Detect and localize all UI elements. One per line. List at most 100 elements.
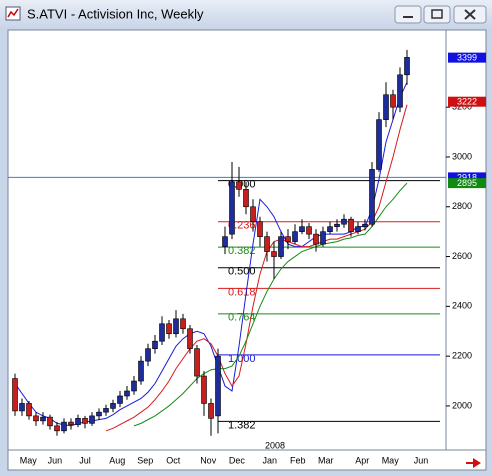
x-tick-label: Dec — [229, 455, 246, 465]
x-tick-label: Mar — [318, 455, 334, 465]
x-tick-label: May — [20, 455, 38, 465]
candle-body — [173, 318, 179, 335]
x-tick-label: Nov — [200, 455, 217, 465]
candle-body — [348, 218, 354, 232]
price-label-box — [448, 178, 486, 189]
price-label: 3222 — [457, 97, 477, 107]
x-tick-label: Jan — [263, 455, 278, 465]
price-axis — [445, 29, 487, 451]
candle-body — [96, 411, 102, 417]
candle-body — [33, 415, 39, 422]
time-axis — [7, 449, 487, 471]
candle-body — [124, 390, 130, 397]
candle-body — [54, 425, 60, 432]
candle-body — [208, 403, 214, 419]
candle-body — [47, 416, 53, 427]
candle-body — [327, 226, 333, 232]
candle-body — [306, 226, 312, 235]
x-tick-label: Jul — [79, 455, 91, 465]
y-tick-label: 2800 — [452, 201, 472, 211]
moving-average — [133, 182, 408, 427]
year-label: 2008 — [265, 440, 285, 450]
maximize-button[interactable] — [423, 5, 451, 24]
candle-body — [271, 251, 277, 257]
x-tick-label: Oct — [166, 455, 181, 465]
candle-body — [194, 348, 200, 377]
candle-body — [187, 328, 193, 349]
candle-body — [180, 318, 186, 330]
candle-body — [40, 416, 46, 422]
y-tick-label: 2000 — [452, 400, 472, 410]
candle-body — [397, 74, 403, 108]
candle-body — [166, 323, 172, 335]
fib-label: 0.382 — [228, 245, 256, 257]
price-label-box — [448, 52, 486, 63]
candle-body — [292, 231, 298, 242]
y-tick-label: 2600 — [452, 251, 472, 261]
price-label-box — [448, 96, 486, 107]
candle-body — [145, 348, 151, 362]
x-tick-label: Jun — [414, 455, 429, 465]
candle-body — [341, 218, 347, 225]
candle-body — [26, 403, 32, 417]
y-tick-label: 2400 — [452, 301, 472, 311]
x-tick-label: Jun — [48, 455, 63, 465]
fib-label: 0.500 — [228, 266, 256, 278]
candle-body — [19, 403, 25, 412]
candle-body — [215, 355, 221, 417]
x-tick-label: Apr — [355, 455, 369, 465]
candle-body — [362, 223, 368, 227]
price-label: 3399 — [457, 53, 477, 63]
candle-body — [236, 181, 242, 190]
fib-label: 0.618 — [228, 286, 256, 298]
candle-body — [383, 94, 389, 120]
candle-body — [320, 231, 326, 245]
candle-body — [313, 233, 319, 245]
candle-body — [12, 378, 18, 412]
price-label: 2895 — [457, 178, 477, 188]
minimize-button[interactable] — [394, 5, 422, 24]
x-tick-label: Sep — [137, 455, 153, 465]
candle-body — [355, 226, 361, 232]
x-tick-label: Aug — [109, 455, 125, 465]
y-tick-label: 2200 — [452, 351, 472, 361]
close-button[interactable] — [453, 5, 487, 24]
candle-body — [117, 395, 123, 404]
candle-body — [243, 189, 249, 208]
x-tick-label: Feb — [290, 455, 306, 465]
candle-body — [299, 226, 305, 232]
candle-body — [68, 421, 74, 425]
scroll-arrow[interactable] — [466, 458, 481, 468]
candle-body — [229, 181, 235, 235]
candle-body — [138, 360, 144, 382]
fib-label: 1.382 — [228, 419, 256, 431]
candle-body — [61, 421, 67, 432]
y-tick-label: 3000 — [452, 151, 472, 161]
candle-body — [369, 169, 375, 225]
candle-body — [390, 94, 396, 108]
candle-body — [89, 415, 95, 424]
window-title: S.ATVI - Activision Inc, Weekly — [27, 6, 204, 21]
candle-body — [75, 418, 81, 425]
candle-body — [103, 408, 109, 413]
price-label-box — [448, 172, 486, 183]
candle-body — [404, 57, 410, 76]
plot-layer: 2000220024002600280030003200MayJunJulAug… — [8, 49, 486, 465]
moving-average — [105, 104, 408, 432]
candle-body — [222, 236, 228, 247]
candle-body — [152, 340, 158, 349]
candle-body — [250, 206, 256, 223]
candle-body — [264, 236, 270, 252]
fib-label: 0.764 — [228, 312, 256, 324]
app-icon — [5, 6, 21, 21]
price-label: 2918 — [457, 172, 477, 182]
candle-body — [278, 236, 284, 257]
x-tick-label: May — [382, 455, 400, 465]
candle-body — [257, 221, 263, 237]
candle-body — [82, 418, 88, 424]
candle-body — [159, 323, 165, 342]
candle-body — [201, 375, 207, 404]
candle-body — [376, 119, 382, 170]
